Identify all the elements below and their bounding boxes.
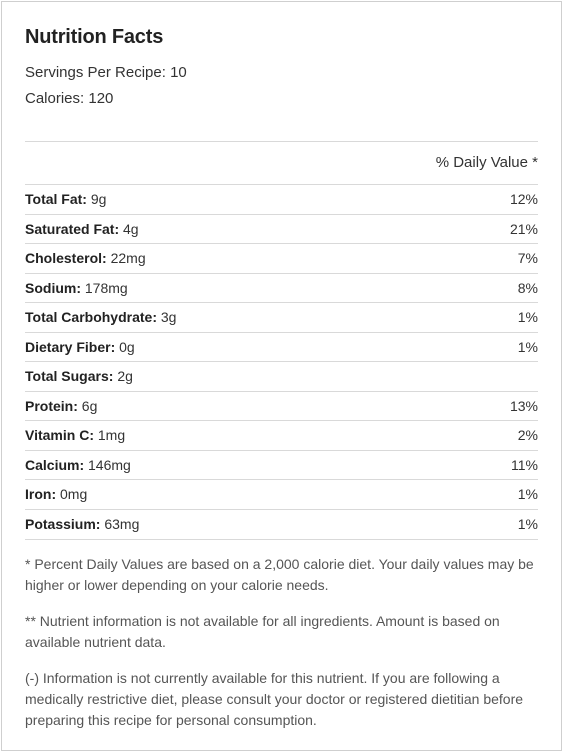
nutrient-name: Calcium: 146mg [25, 457, 131, 473]
nutrient-name: Sodium: 178mg [25, 280, 128, 296]
nutrient-name: Cholesterol: 22mg [25, 250, 146, 266]
nutrient-name: Vitamin C: 1mg [25, 427, 125, 443]
nutrient-daily-value: 21% [509, 220, 538, 237]
nutrient-row-cholesterol: Cholesterol: 22mg 7% [25, 243, 538, 273]
nutrient-amount: 0g [119, 338, 135, 355]
nutrient-name: Dietary Fiber: 0g [25, 339, 135, 355]
unavailable-info-footnote: (-) Information is not currently availab… [25, 670, 524, 728]
nutrient-label: Total Fat: [25, 191, 87, 208]
nutrient-daily-value: 1% [517, 338, 538, 355]
nutrient-daily-value: 2% [517, 427, 538, 444]
nutrient-amount: 178mg [84, 279, 128, 296]
calories: Calories: 120 [25, 90, 114, 107]
nutrient-label: Saturated Fat: [25, 220, 120, 237]
nutrient-amount: 63mg [104, 515, 140, 532]
nutrient-daily-value: 1% [517, 309, 538, 326]
nutrient-row-iron: Iron: 0mg 1% [25, 479, 538, 509]
nutrient-name: Potassium: 63mg [25, 516, 139, 532]
nutrient-daily-value: 8% [517, 279, 538, 296]
nutrient-label: Vitamin C: [25, 427, 94, 444]
nutrient-label: Sodium: [25, 279, 81, 296]
nutrient-label: Calcium: [25, 456, 85, 473]
nutrient-amount: 22mg [110, 250, 146, 267]
daily-values-footnote: * Percent Daily Values are based on a 2,… [25, 556, 534, 593]
nutrient-row-sodium: Sodium: 178mg 8% [25, 272, 538, 303]
nutrient-name: Total Carbohydrate: 3g [25, 309, 176, 325]
nutrient-table: Total Fat: 9g 12% Saturated Fat: 4g 21% … [25, 184, 538, 538]
nutrient-daily-value: 1% [517, 486, 538, 503]
nutrient-name: Iron: 0mg [25, 486, 87, 502]
nutrient-amount: 4g [123, 220, 139, 237]
nutrient-name: Total Sugars: 2g [25, 368, 133, 384]
daily-value-header: % Daily Value * [435, 154, 538, 171]
nutrient-info-footnote: ** Nutrient information is not available… [25, 613, 500, 650]
nutrient-amount: 2g [117, 368, 133, 385]
nutrient-daily-value: 7% [517, 250, 538, 267]
nutrient-label: Protein: [25, 397, 78, 414]
nutrient-row-calcium: Calcium: 146mg 11% [25, 449, 538, 480]
nutrient-label: Iron: [25, 486, 57, 503]
divider [25, 539, 538, 540]
nutrient-row-saturated-fat: Saturated Fat: 4g 21% [25, 213, 538, 244]
servings-per-recipe: Servings Per Recipe: 10 [25, 64, 187, 81]
nutrient-row-total-sugars: Total Sugars: 2g [25, 361, 538, 391]
nutrient-label: Total Carbohydrate: [25, 309, 157, 326]
nutrient-amount: 9g [90, 191, 107, 208]
nutrient-daily-value: 1% [517, 515, 538, 532]
nutrient-amount: 146mg [88, 456, 131, 473]
divider [25, 141, 538, 142]
nutrient-amount: 3g [160, 309, 177, 326]
nutrient-label: Dietary Fiber: [25, 338, 116, 355]
nutrient-name: Saturated Fat: 4g [25, 221, 139, 237]
nutrient-label: Cholesterol: [25, 250, 107, 267]
nutrient-name: Total Fat: 9g [25, 191, 106, 207]
nutrient-row-total-carbohydrate: Total Carbohydrate: 3g 1% [25, 302, 538, 332]
nutrient-daily-value: 13% [509, 397, 538, 414]
nutrient-row-dietary-fiber: Dietary Fiber: 0g 1% [25, 331, 538, 362]
nutrient-row-total-fat: Total Fat: 9g 12% [25, 184, 538, 214]
nutrient-amount: 0mg [60, 486, 88, 503]
nutrient-name: Protein: 6g [25, 398, 97, 414]
nutrient-label: Total Sugars: [25, 368, 114, 385]
nutrient-amount: 1mg [97, 427, 126, 444]
nutrient-daily-value: 11% [511, 456, 538, 473]
nutrition-title: Nutrition Facts [25, 26, 164, 48]
nutrient-row-protein: Protein: 6g 13% [25, 390, 538, 421]
nutrient-label: Potassium: [25, 515, 101, 532]
nutrient-row-potassium: Potassium: 63mg 1% [25, 508, 538, 539]
nutrient-daily-value: 12% [509, 191, 538, 208]
nutrient-row-vitamin-c: Vitamin C: 1mg 2% [25, 420, 538, 450]
nutrient-amount: 6g [81, 397, 98, 414]
